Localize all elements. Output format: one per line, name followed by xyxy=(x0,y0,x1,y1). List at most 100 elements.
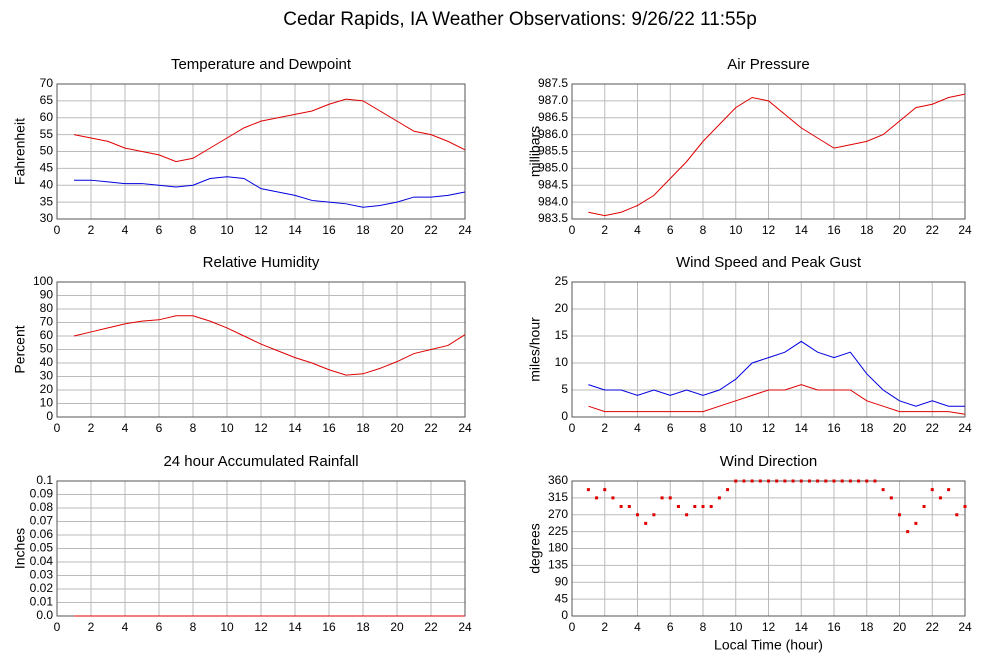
y-tick-label: 180 xyxy=(548,541,568,555)
point xyxy=(619,505,623,508)
point xyxy=(586,488,590,492)
x-tick-label: 10 xyxy=(220,223,234,237)
x-tick-label: 24 xyxy=(458,620,472,634)
point xyxy=(873,479,877,483)
y-tick-label: 90 xyxy=(40,288,54,302)
chart-title: Wind Speed and Peak Gust xyxy=(676,254,862,271)
y-tick-label: 90 xyxy=(555,574,569,588)
point xyxy=(603,488,607,492)
x-tick-label: 10 xyxy=(220,421,234,435)
x-tick-label: 22 xyxy=(926,620,940,634)
point xyxy=(668,496,672,500)
x-tick-label: 8 xyxy=(700,421,707,435)
x-tick-label: 22 xyxy=(424,421,438,435)
y-axis-label: miles/hour xyxy=(527,317,543,382)
point xyxy=(906,530,910,534)
x-tick-label: 22 xyxy=(424,620,438,634)
x-tick-label: 6 xyxy=(667,421,674,435)
y-tick-label: 225 xyxy=(548,524,568,538)
y-tick-label: 20 xyxy=(40,382,54,396)
y-tick-label: 986.5 xyxy=(538,110,568,124)
x-axis-label: Local Time (hour) xyxy=(714,637,823,653)
y-tick-label: 986.0 xyxy=(538,127,568,141)
series-line xyxy=(74,176,466,208)
x-tick-label: 22 xyxy=(926,421,940,435)
x-tick-label: 0 xyxy=(54,223,61,237)
point xyxy=(930,488,934,492)
point xyxy=(693,505,697,508)
x-tick-label: 0 xyxy=(569,421,576,435)
series-line xyxy=(588,340,965,407)
y-tick-label: 65 xyxy=(40,93,54,107)
y-tick-label: 10 xyxy=(555,355,569,369)
point xyxy=(799,479,803,483)
point xyxy=(676,505,680,508)
x-tick-label: 6 xyxy=(156,223,163,237)
y-tick-label: 55 xyxy=(40,127,54,141)
y-axis-label: Fahrenheit xyxy=(12,118,28,185)
plot-border xyxy=(56,83,466,220)
y-tick-label: 0.0 xyxy=(36,608,53,622)
y-tick-label: 0.07 xyxy=(30,514,54,528)
y-tick-label: 20 xyxy=(555,301,569,315)
x-tick-label: 18 xyxy=(356,620,370,634)
series-line xyxy=(588,93,966,217)
point xyxy=(652,513,656,517)
y-tick-label: 0.1 xyxy=(36,473,53,487)
y-tick-label: 135 xyxy=(548,558,568,572)
x-tick-label: 0 xyxy=(569,620,576,634)
point xyxy=(955,513,959,517)
x-tick-label: 6 xyxy=(667,223,674,237)
point xyxy=(824,479,828,483)
x-tick-label: 14 xyxy=(795,421,809,435)
point xyxy=(832,479,836,483)
point xyxy=(791,479,795,483)
x-tick-label: 18 xyxy=(356,223,370,237)
y-tick-label: 45 xyxy=(40,161,54,175)
y-tick-label: 30 xyxy=(40,211,54,225)
x-tick-label: 2 xyxy=(88,421,95,435)
y-tick-label: 0 xyxy=(561,608,568,622)
x-tick-label: 16 xyxy=(827,620,841,634)
x-tick-label: 8 xyxy=(190,223,197,237)
series-line xyxy=(73,315,466,376)
chart-title: 24 hour Accumulated Rainfall xyxy=(163,453,358,470)
point xyxy=(717,496,721,500)
point xyxy=(627,505,631,508)
x-tick-label: 16 xyxy=(322,620,336,634)
x-tick-label: 6 xyxy=(667,620,674,634)
x-tick-label: 14 xyxy=(795,223,809,237)
y-tick-label: 270 xyxy=(548,507,568,521)
x-tick-label: 12 xyxy=(762,620,776,634)
point xyxy=(783,479,787,483)
chart-title: Wind Direction xyxy=(720,453,818,470)
x-tick-label: 2 xyxy=(601,223,608,237)
x-tick-label: 4 xyxy=(634,223,641,237)
y-tick-label: 100 xyxy=(33,274,53,288)
point xyxy=(889,496,893,500)
x-tick-label: 8 xyxy=(190,421,197,435)
y-tick-label: 70 xyxy=(40,315,54,329)
x-tick-label: 18 xyxy=(356,421,370,435)
point xyxy=(709,505,713,508)
page-title: Cedar Rapids, IA Weather Observations: 9… xyxy=(283,9,757,30)
y-axis-label: Percent xyxy=(12,325,28,373)
y-axis-label: degrees xyxy=(527,523,543,574)
y-tick-label: 35 xyxy=(40,194,54,208)
x-tick-label: 20 xyxy=(893,421,907,435)
y-tick-label: 360 xyxy=(548,473,568,487)
y-tick-label: 983.5 xyxy=(538,211,568,225)
x-tick-label: 8 xyxy=(190,620,197,634)
plot-border xyxy=(571,83,966,220)
y-tick-label: 15 xyxy=(555,328,569,342)
x-tick-label: 20 xyxy=(893,620,907,634)
point xyxy=(742,479,746,483)
y-tick-label: 45 xyxy=(555,591,569,605)
x-tick-label: 4 xyxy=(634,620,641,634)
y-tick-label: 0.04 xyxy=(30,554,54,568)
x-tick-label: 4 xyxy=(634,421,641,435)
point xyxy=(881,488,885,492)
x-tick-label: 14 xyxy=(795,620,809,634)
x-tick-label: 24 xyxy=(458,223,472,237)
x-tick-label: 6 xyxy=(156,620,163,634)
